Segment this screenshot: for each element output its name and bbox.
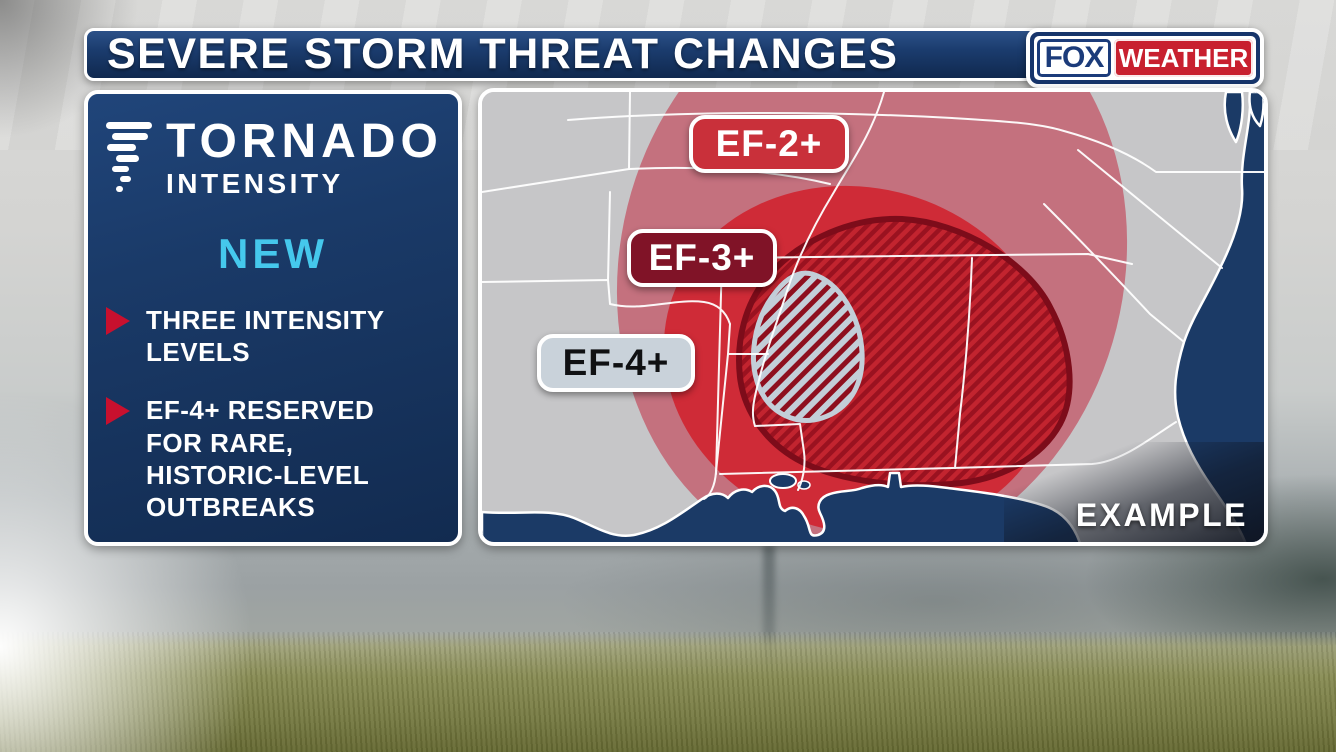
- bullet-item: EF-4+ RESERVED FOR RARE, HISTORIC-LEVEL …: [106, 394, 444, 523]
- tornado-intensity-panel: TORNADO INTENSITY NEW THREE INTENSITY LE…: [84, 90, 462, 546]
- lake-pontchartrain: [769, 473, 797, 489]
- logo-fox-text: FOX: [1037, 39, 1111, 77]
- bullet-triangle-icon: [106, 397, 130, 426]
- threat-map-panel: EF-2+ EF-3+ EF-4+ EXAMPLE: [478, 88, 1268, 546]
- logo-navy-frame: FOX WEATHER: [1030, 32, 1260, 84]
- logo-weather-text: WEATHER: [1114, 39, 1253, 77]
- zone-label-ef4: EF-4+: [537, 334, 695, 392]
- panel-title-row: TORNADO INTENSITY: [102, 118, 444, 200]
- zone-label-ef2: EF-2+: [689, 115, 849, 173]
- panel-subtitle: INTENSITY: [166, 168, 344, 199]
- bullet-triangle-icon: [106, 307, 130, 335]
- bullet-text: EF-4+ RESERVED FOR RARE, HISTORIC-LEVEL …: [146, 395, 375, 523]
- page-title: SEVERE STORM THREAT CHANGES: [107, 30, 899, 78]
- logo-white-frame: FOX WEATHER: [1034, 36, 1256, 80]
- new-badge: NEW: [218, 230, 328, 277]
- panel-title: TORNADO: [166, 115, 443, 168]
- fox-weather-logo: FOX WEATHER: [1026, 28, 1264, 88]
- chesapeake-bay: [1223, 92, 1244, 144]
- map-ocean: [482, 92, 1264, 542]
- state-borders: [482, 92, 1264, 500]
- tornado-icon: [106, 122, 152, 192]
- bullet-text: THREE INTENSITY LEVELS: [146, 305, 385, 368]
- gulf-of-mexico: [482, 471, 1081, 542]
- panel-title-block: TORNADO INTENSITY: [166, 118, 443, 200]
- example-watermark-shade: EXAMPLE: [1004, 442, 1264, 542]
- zone-label-ef3: EF-3+: [627, 229, 777, 287]
- example-watermark: EXAMPLE: [1075, 497, 1248, 533]
- coastal-bay: [1248, 92, 1264, 128]
- bullet-item: THREE INTENSITY LEVELS: [106, 304, 444, 368]
